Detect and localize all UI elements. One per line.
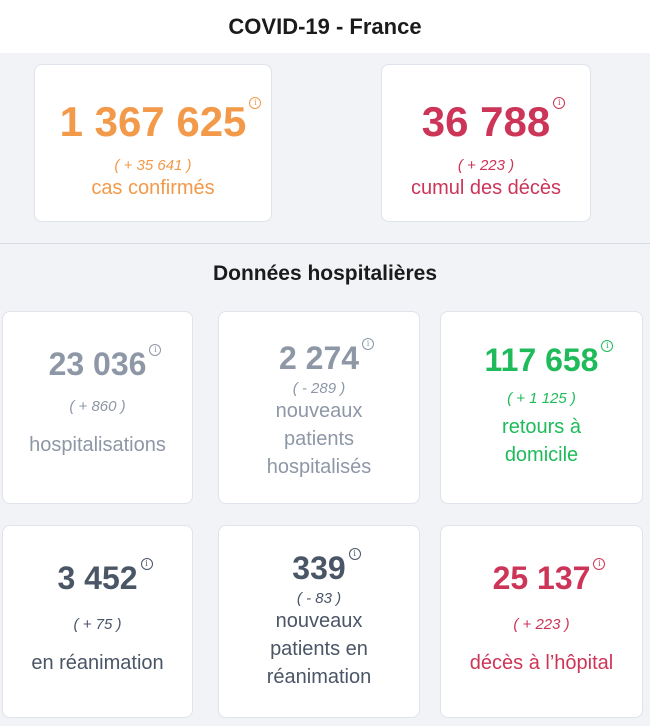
confirmed-cases-label: cas confirmés bbox=[91, 177, 215, 199]
intensive-care-card: 3 452 i ( + 75 ) en réanimation bbox=[2, 525, 193, 718]
new-intensive-care-delta: ( - 83 ) bbox=[296, 590, 342, 607]
returned-home-delta: ( + 1 125 ) bbox=[507, 390, 576, 407]
returned-home-number: 117 658 bbox=[484, 342, 599, 378]
cumulative-deaths-number: 36 788 bbox=[421, 98, 551, 145]
info-icon[interactable]: i bbox=[149, 344, 162, 356]
new-hospitalised-label: nouveaux patients hospitalisés bbox=[266, 400, 372, 478]
hospitalisations-delta: ( + 860 ) bbox=[69, 398, 126, 415]
new-hospitalised-value: 2 274 i bbox=[278, 338, 375, 376]
intensive-care-delta: ( + 75 ) bbox=[73, 616, 122, 633]
hospital-deaths-label: décès à l’hôpital bbox=[469, 652, 614, 674]
hospitalisations-card: 23 036 i ( + 860 ) hospitalisations bbox=[2, 311, 193, 504]
returned-home-card: 117 658 i ( + 1 125 ) retours à domicile bbox=[440, 311, 643, 504]
new-intensive-care-number: 339 bbox=[292, 550, 346, 586]
new-intensive-care-value: 339 i bbox=[292, 548, 361, 586]
hospitalisations-value: 23 036 i bbox=[48, 344, 162, 382]
cumulative-deaths-card: 36 788 i ( + 223 ) cumul des décès bbox=[381, 64, 591, 222]
info-icon[interactable]: i bbox=[593, 558, 606, 570]
new-intensive-care-card: 339 i ( - 83 ) nouveaux patients en réan… bbox=[218, 525, 420, 718]
confirmed-cases-number: 1 367 625 bbox=[59, 98, 247, 145]
hospital-deaths-delta: ( + 223 ) bbox=[513, 616, 570, 633]
hospital-deaths-value: 25 137 i bbox=[492, 558, 606, 596]
hospital-section-title: Données hospitalières bbox=[212, 262, 438, 285]
info-icon[interactable]: i bbox=[348, 548, 361, 560]
hospitalisations-label: hospitalisations bbox=[29, 434, 166, 456]
info-icon[interactable]: i bbox=[362, 338, 375, 350]
info-icon[interactable]: i bbox=[553, 97, 566, 109]
intensive-care-label: en réanimation bbox=[31, 652, 164, 674]
new-hospitalised-number: 2 274 bbox=[278, 340, 360, 376]
cumulative-deaths-label: cumul des décès bbox=[410, 177, 562, 199]
cumulative-deaths-delta: ( + 223 ) bbox=[457, 157, 515, 174]
hospitalisations-number: 23 036 bbox=[48, 346, 147, 382]
returned-home-label: retours à domicile bbox=[502, 416, 581, 466]
info-icon[interactable]: i bbox=[249, 97, 262, 109]
cumulative-deaths-value: 36 788 i bbox=[421, 97, 566, 145]
new-hospitalised-card: 2 274 i ( - 289 ) nouveaux patients hosp… bbox=[218, 311, 420, 504]
confirmed-cases-value: 1 367 625 i bbox=[59, 97, 262, 145]
info-icon[interactable]: i bbox=[601, 340, 614, 352]
page-title: COVID-19 - France bbox=[0, 0, 650, 53]
hospital-deaths-card: 25 137 i ( + 223 ) décès à l’hôpital bbox=[440, 525, 643, 718]
intensive-care-value: 3 452 i bbox=[57, 558, 153, 596]
new-hospitalised-delta: ( - 289 ) bbox=[292, 380, 346, 397]
new-intensive-care-label: nouveaux patients en réanimation bbox=[266, 610, 372, 688]
info-icon[interactable]: i bbox=[140, 558, 153, 570]
section-divider bbox=[0, 243, 650, 244]
confirmed-cases-delta: ( + 35 641 ) bbox=[114, 157, 192, 174]
confirmed-cases-card: 1 367 625 i ( + 35 641 ) cas confirmés bbox=[34, 64, 272, 222]
hospital-deaths-number: 25 137 bbox=[492, 560, 591, 596]
intensive-care-number: 3 452 bbox=[57, 560, 138, 596]
returned-home-value: 117 658 i bbox=[484, 340, 614, 378]
